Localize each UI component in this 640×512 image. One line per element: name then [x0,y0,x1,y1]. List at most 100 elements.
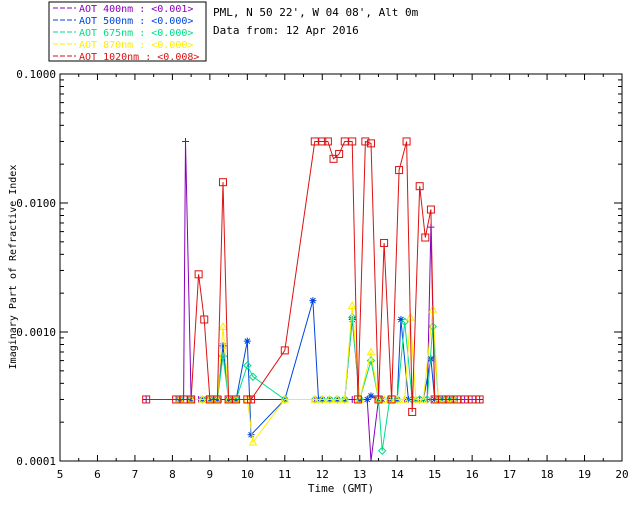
data-point [198,395,207,404]
data-point [411,394,421,403]
data-point [318,395,327,404]
legend-entry: AOT 1020nm : <0.008> [79,52,199,63]
legend-entry: AOT 870nm : <0.000> [79,40,193,51]
data-point [329,154,338,163]
data-point [213,395,222,404]
data-point [348,137,357,146]
data-point [363,395,371,403]
series-line [179,317,454,451]
x-tick-label: 13 [353,468,366,481]
data-point [361,137,370,146]
data-point [310,394,320,403]
data-point [353,395,362,404]
data-point [421,233,430,242]
legend-entry: AOT 400nm : <0.001> [79,4,193,15]
chart-title: PML, N 50 22', W 04 08', Alt 0m [213,6,419,19]
data-point [408,407,417,416]
data-point [325,395,334,404]
data-point [200,315,209,324]
data-point [248,372,258,381]
data-point [366,139,375,148]
data-point [475,395,484,404]
data-point [378,446,387,455]
legend-entry: AOT 500nm : <0.000> [79,16,193,27]
data-point [243,337,251,345]
data-point [395,166,404,175]
data-point [323,137,332,146]
data-point [366,356,376,365]
data-point [428,322,438,331]
data-point [347,301,357,309]
x-tick-label: 10 [241,468,254,481]
data-point [232,395,241,404]
series-aot-1020nm [142,137,484,416]
x-tick-label: 5 [57,468,64,481]
data-point [318,137,327,146]
legend: AOT 400nm : <0.001>AOT 500nm : <0.000>AO… [48,1,207,63]
data-point [366,347,376,356]
y-tick-label: 0.0010 [16,326,56,339]
x-axis-label: Time (GMT) [308,482,374,495]
data-point [325,394,335,403]
data-point [280,346,289,355]
data-point [400,394,410,403]
data-point [247,431,255,439]
data-point [280,394,290,403]
data-point [348,313,357,322]
data-point [219,342,227,350]
x-tick-label: 7 [132,468,139,481]
data-point [374,394,383,403]
data-point [332,394,342,403]
x-tick-label: 19 [578,468,591,481]
x-tick-label: 20 [615,468,628,481]
axes: 5 6 7 8 9 10 11 12 13 14 15 16 17 18 19 20 0.0001 0.0010 0… [16,68,628,481]
data-point [380,238,389,247]
x-tick-label: 11 [278,468,291,481]
x-tick-label: 9 [207,468,214,481]
y-tick-label: 0.1000 [16,68,56,81]
plot-area [142,137,484,461]
y-tick-label: 0.0001 [16,455,56,468]
series-line [179,305,454,444]
chart-subtitle: Data from: 12 Apr 2016 [213,24,359,37]
data-point [187,395,196,404]
y-axis-label: Imaginary Part of Refractive Index [8,165,19,370]
data-point [194,270,203,279]
data-point [310,395,319,404]
data-point [218,178,227,187]
data-point [243,361,252,370]
data-point [367,392,375,400]
x-tick-label: 16 [466,468,479,481]
data-point [426,205,435,214]
data-point [333,395,342,404]
data-point [317,394,327,403]
data-point [400,317,409,326]
x-tick-label: 18 [540,468,553,481]
data-point [142,395,151,404]
data-point [218,322,228,330]
x-tick-label: 17 [503,468,516,481]
data-point [415,182,424,191]
y-tick-label: 0.0100 [16,197,56,210]
data-point [198,394,207,403]
data-point [397,315,405,323]
legend-entry: AOT 675nm : <0.000> [79,28,193,39]
data-point [419,394,428,403]
x-tick-label: 6 [94,468,101,481]
data-point [248,437,258,446]
data-point [340,394,350,403]
x-tick-label: 8 [169,468,176,481]
data-point [340,395,349,404]
data-point [280,395,290,404]
data-point [309,297,317,305]
data-point [374,395,383,404]
data-point [367,457,375,461]
x-tick-label: 14 [391,468,405,481]
data-point [335,149,344,158]
data-point [182,137,190,145]
x-tick-label: 15 [428,468,441,481]
data-point [402,137,411,146]
x-tick-label: 12 [316,468,329,481]
data-point [387,395,396,404]
